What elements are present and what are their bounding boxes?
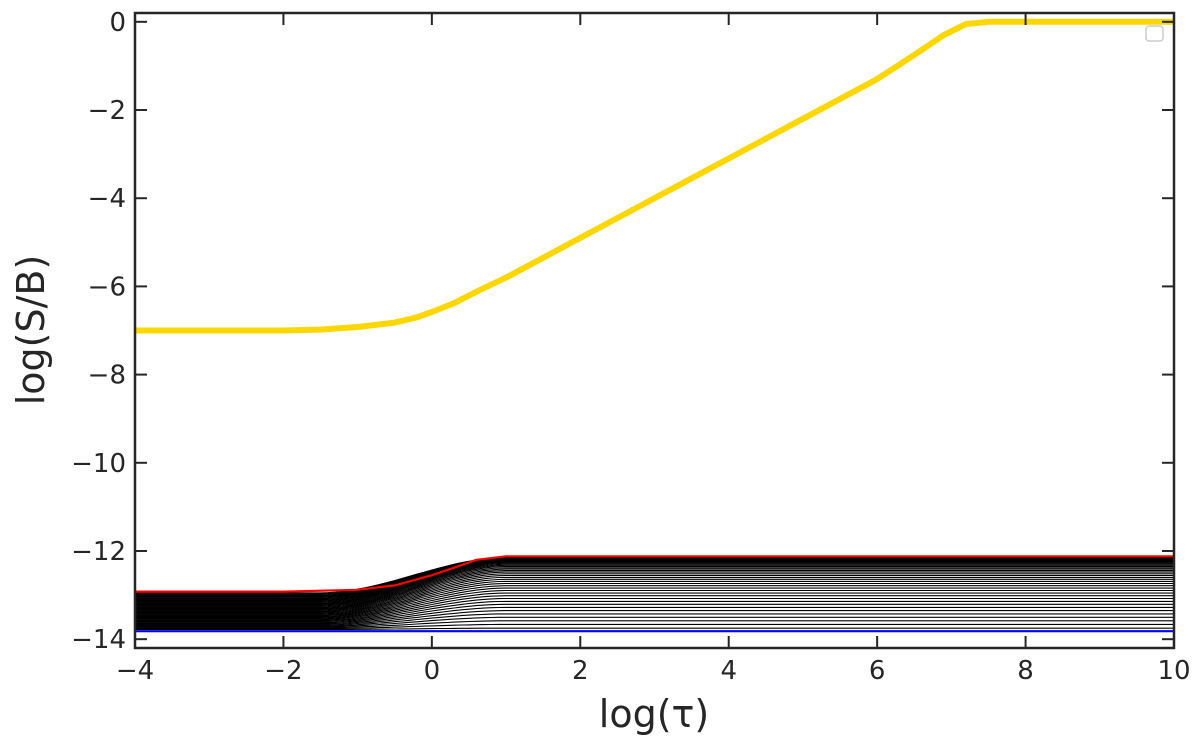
family-curve — [135, 567, 1174, 609]
family-curve — [135, 574, 1174, 614]
y-tick-label: −14 — [71, 625, 126, 655]
y-axis-label: log(S/B) — [9, 255, 53, 406]
family-curve — [135, 587, 1174, 619]
x-tick-label: 0 — [424, 656, 441, 686]
family-curve — [135, 600, 1174, 623]
family-curve — [135, 565, 1174, 608]
family-curve — [135, 603, 1174, 624]
x-tick-label: 10 — [1157, 656, 1190, 686]
plot-frame — [133, 11, 1176, 650]
x-tick-label: 8 — [1017, 656, 1034, 686]
y-tick-label: −8 — [88, 361, 126, 391]
family-curve — [135, 562, 1174, 606]
yellow-curve — [135, 18, 1174, 334]
y-tick-label: −4 — [88, 184, 126, 214]
family-curve — [135, 560, 1174, 604]
family-curve — [135, 571, 1174, 612]
family-curve — [135, 576, 1174, 614]
family-curve — [135, 613, 1174, 627]
family-curve — [135, 610, 1174, 626]
family-curve — [135, 589, 1174, 620]
family-curve — [135, 623, 1174, 630]
x-tick-label: 4 — [720, 656, 737, 686]
plot-curves — [135, 18, 1174, 633]
family-curve — [135, 580, 1174, 616]
family-curve — [135, 585, 1174, 618]
x-tick-label: −2 — [264, 656, 302, 686]
family-curve — [135, 606, 1174, 625]
family-curve — [135, 563, 1174, 606]
family-curve — [135, 564, 1174, 607]
family-curve — [135, 570, 1174, 611]
x-tick-label: 6 — [869, 656, 886, 686]
upper-envelope-curve — [135, 555, 1174, 593]
x-tick-label: 2 — [572, 656, 589, 686]
family-curve — [135, 620, 1174, 629]
y-tick-label: −6 — [88, 272, 126, 302]
family-curve — [135, 627, 1174, 631]
y-tick-label: −10 — [71, 449, 126, 479]
y-tick-label: 0 — [109, 8, 126, 38]
family-curve — [135, 582, 1174, 617]
family-curve — [135, 568, 1174, 610]
axis-ticks: −4 −2 0 2 4 6 8 10 0 −2 −4 −6 −8 −10 −12 −14 — [71, 8, 1190, 686]
family-curve — [135, 592, 1174, 621]
y-tick-label: −12 — [71, 537, 126, 567]
legend-box — [1145, 25, 1164, 42]
family-curve — [135, 559, 1174, 602]
family-curve — [135, 595, 1174, 622]
family-curve — [135, 616, 1174, 628]
family-curve — [135, 578, 1174, 615]
family-curve — [135, 561, 1174, 605]
x-axis-label: log(τ) — [599, 692, 709, 736]
family-curve — [135, 597, 1174, 622]
y-tick-label: −2 — [88, 96, 126, 126]
family-curve — [135, 560, 1174, 603]
family-curve — [135, 573, 1174, 613]
x-tick-label: −4 — [116, 656, 154, 686]
family-curve — [135, 558, 1174, 601]
